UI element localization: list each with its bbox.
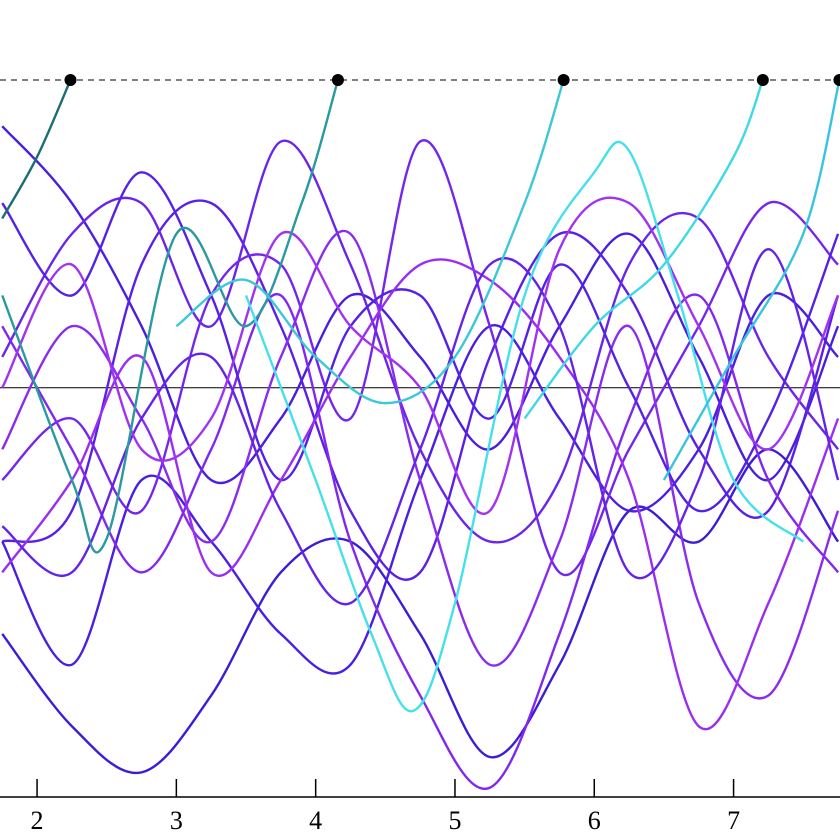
series-line — [1, 248, 840, 606]
series-line — [1, 292, 840, 791]
hit-marker — [331, 74, 344, 87]
series-line — [1, 229, 840, 700]
series-line — [1, 139, 840, 544]
hit-marker — [833, 74, 840, 87]
series-line — [244, 140, 805, 713]
x-tick-label: 3 — [170, 806, 183, 835]
series-line — [1, 79, 72, 220]
x-tick-label: 2 — [31, 806, 44, 835]
series-line — [1, 171, 840, 513]
x-tick-label: 4 — [309, 806, 322, 835]
series-line — [1, 258, 840, 731]
series-line — [1, 125, 840, 484]
series-line — [523, 79, 764, 420]
series-line — [1, 291, 839, 675]
series-line — [662, 79, 840, 481]
hit-marker — [756, 74, 769, 87]
x-tick-label: 7 — [727, 806, 740, 835]
series-line — [1, 79, 340, 554]
series-line — [1, 139, 839, 577]
hit-marker — [557, 74, 570, 87]
x-tick-label: 5 — [448, 806, 461, 835]
hit-marker — [64, 74, 77, 87]
series-line — [175, 79, 565, 405]
series-line — [1, 448, 840, 775]
series-line — [1, 196, 840, 515]
x-tick-label: 6 — [588, 806, 601, 835]
series-line — [1, 199, 840, 581]
